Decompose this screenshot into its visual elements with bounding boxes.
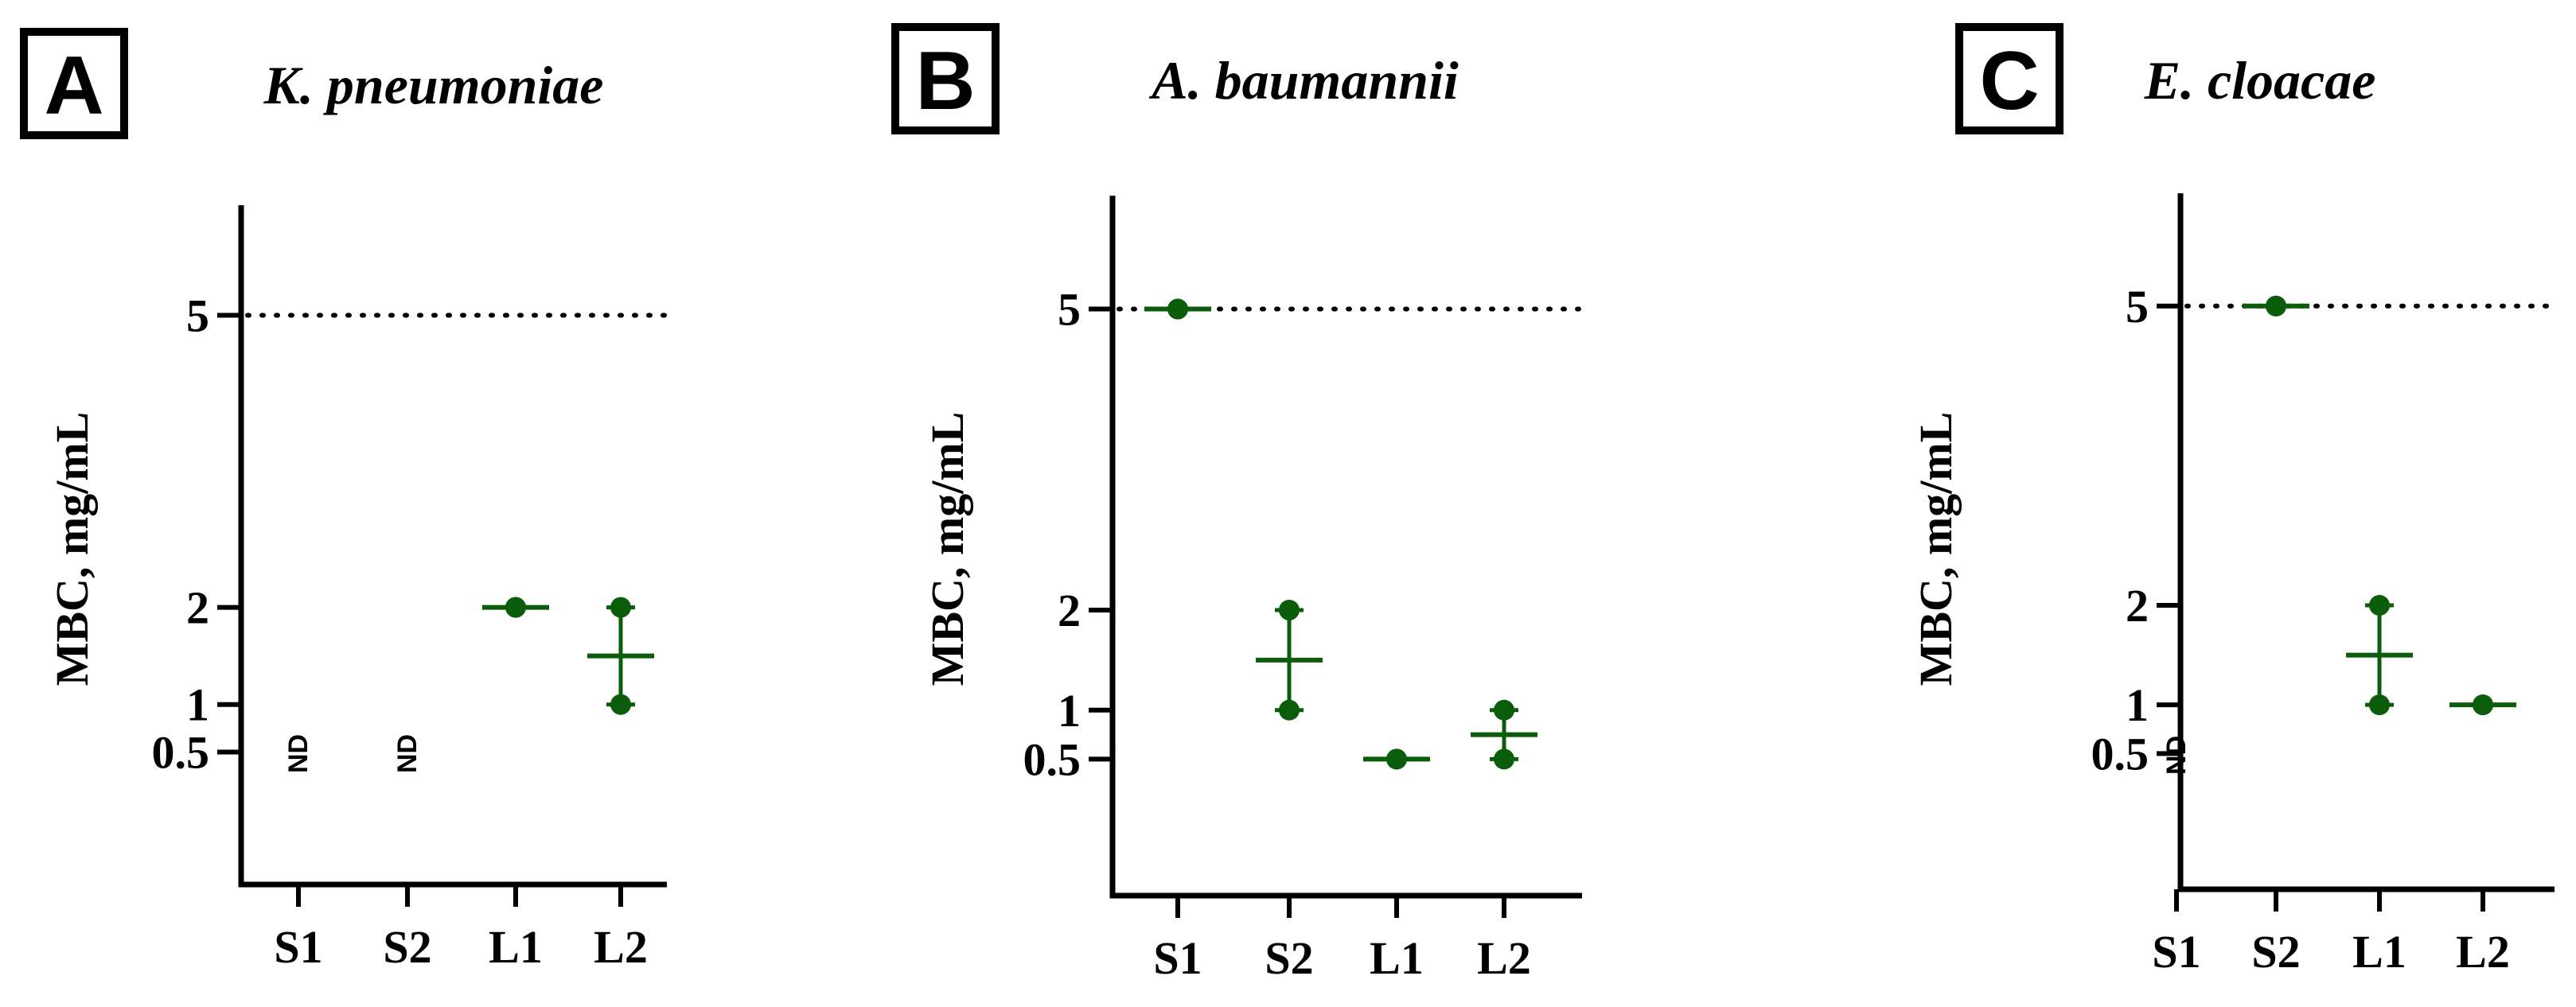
data-group-s1 bbox=[1144, 298, 1211, 320]
data-group-s1: ND bbox=[283, 734, 314, 773]
data-point bbox=[610, 694, 631, 715]
y-tick-label: 0.5 bbox=[2091, 728, 2149, 780]
y-tick-label: 2 bbox=[2126, 580, 2149, 632]
y-tick-label: 1 bbox=[186, 679, 209, 731]
nd-label: ND bbox=[2161, 736, 2192, 775]
data-point bbox=[1279, 699, 1300, 721]
nd-label: ND bbox=[392, 734, 423, 773]
chart-panel-c: C E. cloacae MBC, mg/mL 0.51 2 5 S1 S2 L1 L2 ND bbox=[1910, 23, 2557, 978]
x-tick-label: S1 bbox=[1153, 932, 1202, 984]
y-tick-label: 5 bbox=[186, 290, 209, 341]
data-group-l1 bbox=[2346, 595, 2413, 716]
data-group-s2 bbox=[2243, 295, 2309, 317]
x-tick-label: L1 bbox=[1370, 932, 1424, 984]
chart-title: A. baumannii bbox=[1148, 50, 1459, 111]
data-point bbox=[505, 597, 526, 618]
data-group-s2: ND bbox=[392, 734, 423, 773]
x-tick-label: S2 bbox=[2251, 926, 2300, 978]
x-tick-label: S1 bbox=[2152, 926, 2200, 978]
data-group-s2 bbox=[1256, 599, 1323, 721]
chart-title: K. pneumoniae bbox=[263, 55, 604, 115]
nd-label: ND bbox=[283, 734, 314, 773]
x-tick-label: L2 bbox=[594, 921, 648, 973]
chart-panel-a: A K. pneumoniae MBC, mg/mL 0.51 2 5 S1 S2 L1 L2 ND… bbox=[20, 28, 669, 973]
y-tick-label: 1 bbox=[1058, 685, 1081, 737]
y-tick-label: 5 bbox=[1058, 284, 1081, 336]
data-point bbox=[610, 597, 631, 618]
panel-label-box bbox=[891, 23, 1000, 134]
data-point bbox=[2369, 694, 2390, 716]
data-point bbox=[1386, 748, 1407, 770]
x-tick-label: L2 bbox=[1477, 932, 1531, 984]
y-tick-label: 1 bbox=[2126, 679, 2149, 731]
y-tick-label: 5 bbox=[2126, 281, 2149, 332]
data-group-l1 bbox=[1363, 748, 1430, 770]
panel-label: C bbox=[1979, 35, 2039, 127]
data-group-l2 bbox=[1471, 699, 1537, 770]
x-tick-label: S2 bbox=[1265, 932, 1313, 984]
panel-label: A bbox=[44, 40, 103, 132]
panel-label-box bbox=[20, 28, 128, 139]
data-point bbox=[1279, 599, 1300, 620]
data-group-l2 bbox=[587, 597, 654, 715]
y-tick-label: 0.5 bbox=[152, 726, 210, 778]
data-point bbox=[1494, 748, 1514, 770]
y-axis-label: MBC, mg/mL bbox=[46, 412, 98, 686]
data-group-l1 bbox=[482, 597, 549, 618]
x-tick-label: S1 bbox=[274, 921, 322, 973]
data-group-s1: ND bbox=[2161, 736, 2192, 775]
data-point bbox=[2369, 595, 2390, 616]
x-tick-label: L1 bbox=[489, 921, 543, 973]
y-tick-label: 2 bbox=[186, 582, 209, 634]
data-point bbox=[2266, 295, 2286, 317]
chart-title: E. cloacae bbox=[2144, 50, 2376, 111]
panel-label: B bbox=[915, 35, 975, 127]
y-tick-label: 2 bbox=[1058, 585, 1081, 636]
data-point bbox=[1494, 699, 1514, 721]
chart-panel-b: B A. baumannii MBC, mg/mL 0.51 2 5 S1 S2 L1 L2 bbox=[891, 23, 1584, 984]
x-tick-label: S2 bbox=[383, 921, 431, 973]
data-group-l2 bbox=[2449, 694, 2516, 716]
x-tick-label: L2 bbox=[2456, 926, 2510, 978]
y-axis-label: MBC, mg/mL bbox=[1910, 412, 1962, 686]
y-tick-label: 0.5 bbox=[1023, 733, 1081, 785]
x-tick-label: L1 bbox=[2352, 926, 2406, 978]
y-axis-label: MBC, mg/mL bbox=[922, 412, 973, 686]
panel-label-box bbox=[1955, 23, 2064, 134]
data-point bbox=[2473, 694, 2493, 716]
data-point bbox=[1167, 298, 1188, 320]
